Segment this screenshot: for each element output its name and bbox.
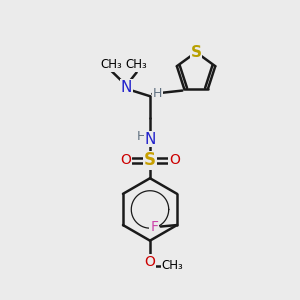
Text: N: N	[144, 131, 156, 146]
Text: H: H	[137, 130, 146, 142]
Text: O: O	[169, 153, 180, 167]
Text: S: S	[144, 152, 156, 169]
Text: O: O	[145, 255, 155, 269]
Text: H: H	[153, 87, 162, 100]
Text: N: N	[121, 80, 132, 95]
Text: CH₃: CH₃	[126, 58, 148, 71]
Text: F: F	[150, 220, 158, 233]
Text: S: S	[190, 45, 202, 60]
Text: O: O	[120, 153, 131, 167]
Text: CH₃: CH₃	[100, 58, 122, 71]
Text: CH₃: CH₃	[161, 260, 183, 272]
